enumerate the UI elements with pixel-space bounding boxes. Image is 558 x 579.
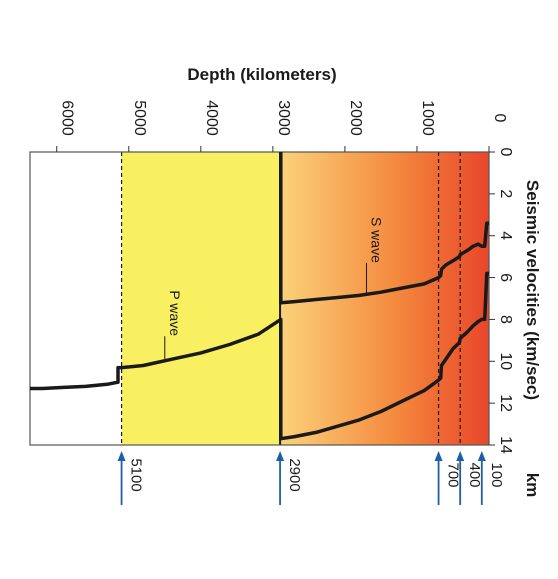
plot-frame xyxy=(29,151,490,446)
x-tick-label-0: 0 xyxy=(491,114,508,123)
x-tick-label-3000: 3000 xyxy=(275,100,292,136)
series-line-s-wave xyxy=(279,152,489,305)
boundary-label-2900: 2900 xyxy=(286,458,303,491)
p-wave-label: P wave xyxy=(167,290,183,336)
y-tick-label-6: 6 xyxy=(497,273,514,282)
boundary-label-700: 700 xyxy=(445,462,462,487)
s-wave-label: S wave xyxy=(369,217,385,263)
y-tick-label-2: 2 xyxy=(497,189,514,198)
arrow-head-400 xyxy=(456,451,465,461)
axis-ticks: 0 1000 2000 3000 4000 5000 6000 0 2 4 6 8 10 12 14 xyxy=(56,100,514,454)
x-tick-label-2000: 2000 xyxy=(347,100,364,136)
boundary-label-5100: 5100 xyxy=(128,458,145,491)
arrow-head-5100 xyxy=(117,451,126,461)
zone-2 xyxy=(30,152,122,445)
x-tick-label-1000: 1000 xyxy=(419,100,436,136)
x-tick-label-5000: 5000 xyxy=(131,100,148,136)
y-tick-label-8: 8 xyxy=(497,315,514,324)
y-tick-label-4: 4 xyxy=(497,231,514,240)
boundary-unit-label: km xyxy=(523,473,542,498)
y-tick-label-12: 12 xyxy=(497,394,514,412)
boundary-label-100: 100 xyxy=(488,462,505,487)
y-tick-label-14: 14 xyxy=(497,436,514,454)
x-tick-label-6000: 6000 xyxy=(59,100,76,136)
arrow-head-100 xyxy=(477,451,486,461)
y-tick-label-10: 10 xyxy=(497,352,514,370)
plot-border xyxy=(29,151,490,446)
series-line-p-wave xyxy=(30,271,489,441)
layer-zones xyxy=(30,152,489,445)
x-axis-title: Depth (kilometers) xyxy=(187,65,336,84)
zone-1 xyxy=(121,152,281,445)
arrow-head-700 xyxy=(434,451,443,461)
y-axis-title: Seismic velocities (km/sec) xyxy=(523,180,542,400)
x-tick-label-4000: 4000 xyxy=(203,100,220,136)
y-tick-label-0: 0 xyxy=(497,148,514,157)
series-group: P wave S wave xyxy=(30,152,489,441)
arrow-head-2900 xyxy=(276,451,285,461)
boundary-label-400: 400 xyxy=(466,462,483,487)
